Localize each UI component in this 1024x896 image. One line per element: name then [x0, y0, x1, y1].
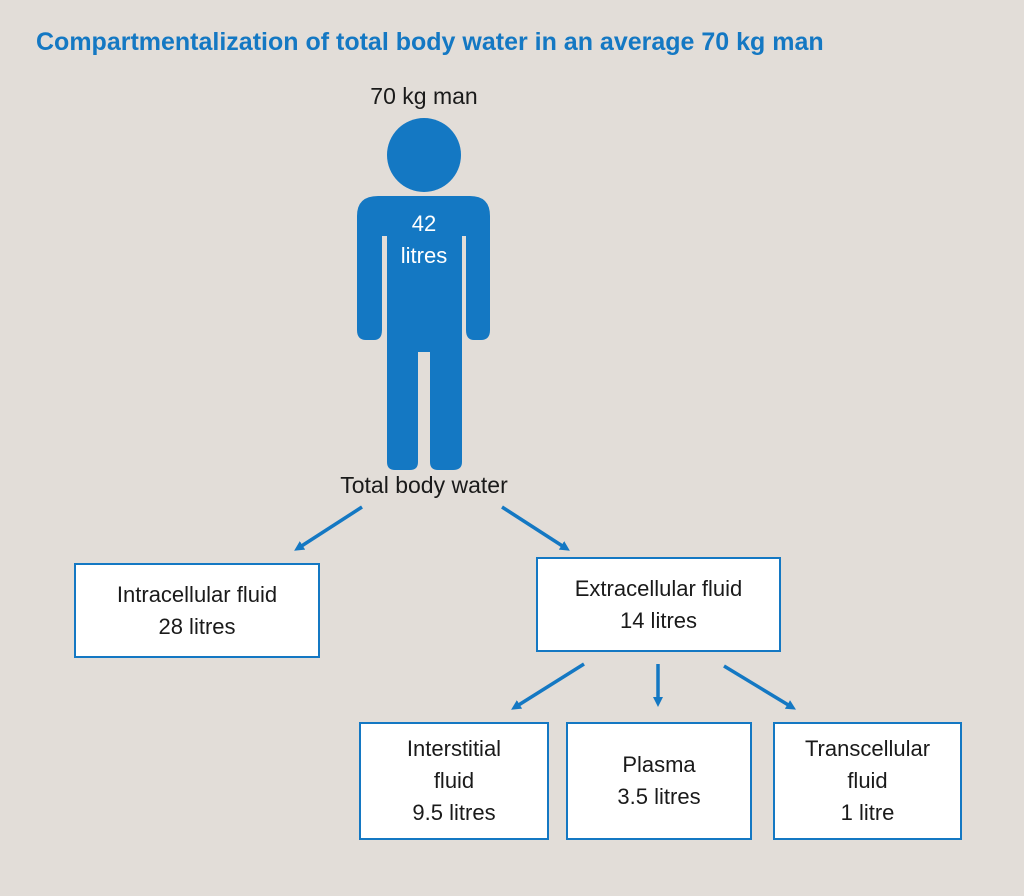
interstitial-fluid-box: Interstitial fluid 9.5 litres	[359, 722, 549, 840]
plasma-box: Plasma 3.5 litres	[566, 722, 752, 840]
arrow-to-transcellular	[723, 664, 796, 710]
arrow-to-extracellular	[501, 505, 570, 551]
body-water-value: 42	[411, 211, 437, 236]
intracellular-name: Intracellular fluid	[116, 581, 278, 607]
extracellular-volume: 14 litres	[619, 607, 698, 633]
intracellular-fluid-box: Intracellular fluid 28 litres	[74, 563, 320, 658]
transcellular-fluid-box: Transcellular fluid 1 litre	[773, 722, 962, 840]
interstitial-name-line1: Interstitial	[406, 736, 502, 761]
transcellular-volume: 1 litre	[840, 800, 895, 825]
total-body-water-label: Total body water	[340, 472, 508, 498]
interstitial-volume: 9.5 litres	[412, 800, 496, 825]
extracellular-name: Extracellular fluid	[574, 575, 743, 601]
plasma-volume: 3.5 litres	[617, 784, 701, 809]
man-label: 70 kg man	[370, 83, 478, 109]
transcellular-name-line1: Transcellular	[804, 736, 931, 761]
interstitial-name-line2: fluid	[433, 768, 475, 793]
arrow-to-interstitial	[511, 662, 585, 710]
page-title: Compartmentalization of total body water…	[36, 28, 824, 56]
extracellular-fluid-box: Extracellular fluid 14 litres	[536, 557, 781, 652]
plasma-name: Plasma	[622, 752, 696, 777]
arrow-to-intracellular	[294, 505, 363, 551]
transcellular-name-line2: fluid	[847, 768, 888, 793]
body-water-unit: litres	[400, 243, 448, 268]
person-silhouette-icon	[357, 118, 490, 470]
body-water-volume: 42 litres	[340, 208, 508, 272]
intracellular-volume: 28 litres	[158, 613, 236, 639]
